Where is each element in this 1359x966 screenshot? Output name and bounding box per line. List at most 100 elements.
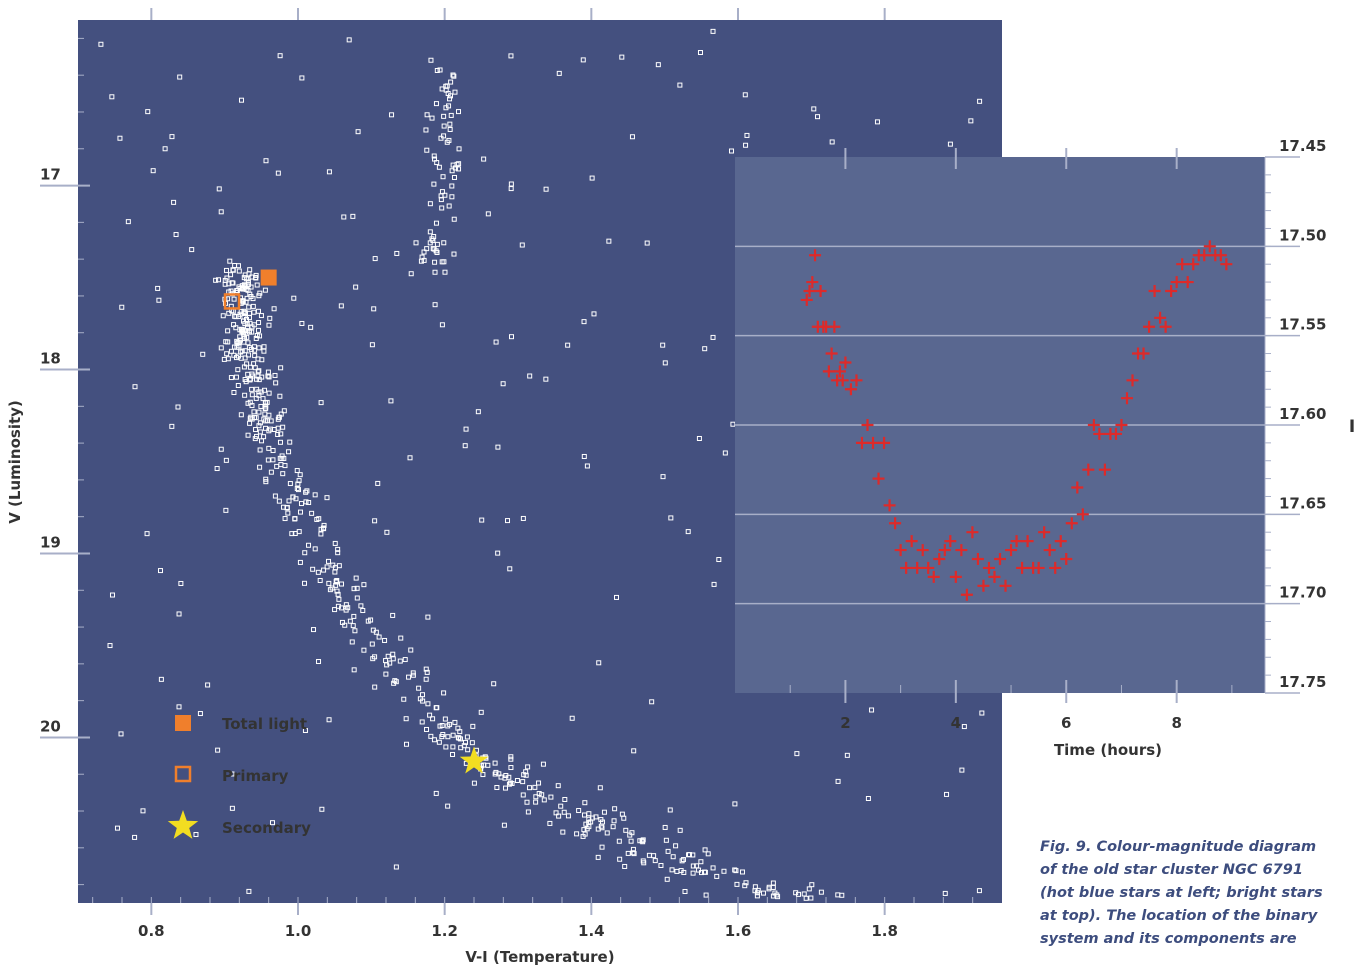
cmd-star-point — [258, 403, 264, 409]
cmd-star-point — [447, 721, 453, 727]
cmd-star-point — [660, 474, 666, 480]
cmd-star-point — [480, 772, 486, 778]
cmd-star-point — [434, 67, 440, 73]
cmd-star-point — [658, 862, 664, 868]
lightcurve-point — [971, 553, 984, 565]
cmd-star-point — [286, 498, 292, 504]
lightcurve-y-tick-label: 17.55 — [1279, 316, 1326, 334]
cmd-star-point — [398, 635, 404, 641]
cmd-star-point — [247, 329, 253, 335]
cmd-star-point — [710, 28, 716, 34]
lightcurve-point — [833, 365, 846, 378]
cmd-star-point — [119, 304, 125, 310]
cmd-star-point — [806, 886, 812, 892]
cmd-star-point — [627, 832, 633, 838]
cmd-star-point — [270, 448, 276, 454]
cmd-star-point — [754, 893, 760, 899]
cmd-star-point — [685, 529, 691, 535]
caption-line: at top). The location of the binary — [1040, 908, 1318, 924]
cmd-star-point — [384, 529, 390, 535]
cmd-star-point — [690, 852, 696, 858]
cmd-star-point — [611, 818, 617, 824]
cmd-star-point — [441, 690, 447, 696]
cmd-star-point — [631, 851, 637, 857]
lightcurve-point — [1065, 517, 1078, 530]
cmd-star-point — [289, 531, 295, 537]
cmd-star-point — [275, 170, 281, 176]
cmd-star-point — [493, 339, 499, 345]
cmd-star-point — [272, 493, 278, 499]
cmd-star-point — [228, 288, 234, 294]
cmd-star-point — [242, 321, 248, 327]
cmd-star-point — [314, 516, 320, 522]
lightcurve-point — [839, 356, 852, 369]
cmd-star-point — [441, 259, 447, 265]
cmd-star-point — [350, 213, 356, 219]
cmd-star-point — [334, 588, 340, 594]
cmd-star-point — [371, 306, 377, 312]
cmd-star-point — [793, 890, 799, 896]
cmd-star-point — [132, 384, 138, 390]
lightcurve-point — [1143, 320, 1156, 333]
cmd-star-point — [507, 780, 513, 786]
cmd-star-point — [541, 797, 547, 803]
cmd-star-point — [346, 37, 352, 43]
cmd-star-point — [673, 843, 679, 849]
cmd-star-point — [263, 400, 269, 406]
cmd-star-point — [508, 765, 514, 771]
cmd-star-point — [266, 412, 272, 418]
cmd-star-point — [132, 834, 138, 840]
cmd-star-point — [242, 392, 248, 398]
cmd-star-point — [432, 302, 438, 308]
cmd-star-point — [258, 313, 264, 319]
cmd-star-point — [263, 405, 269, 411]
total-light-marker — [260, 269, 277, 286]
cmd-star-point — [291, 295, 297, 301]
lightcurve-point — [911, 561, 924, 574]
cmd-star-point — [351, 667, 357, 673]
cmd-star-point — [176, 704, 182, 710]
cmd-star-point — [494, 785, 500, 791]
cmd-star-point — [599, 844, 605, 850]
cmd-star-point — [424, 147, 430, 153]
legend-primary-label: Primary — [222, 767, 289, 785]
cmd-star-point — [682, 889, 688, 895]
cmd-star-point — [623, 827, 629, 833]
lightcurve-point — [1005, 544, 1018, 557]
cmd-star-point — [670, 854, 676, 860]
cmd-star-point — [114, 825, 120, 831]
cmd-star-point — [601, 809, 607, 815]
cmd-star-point — [595, 854, 601, 860]
cmd-star-point — [696, 867, 702, 873]
cmd-star-point — [442, 269, 448, 275]
cmd-star-point — [302, 728, 308, 734]
cmd-star-point — [370, 627, 376, 633]
cmd-star-point — [155, 285, 161, 291]
lightcurve-point — [1098, 463, 1111, 476]
cmd-star-point — [231, 296, 237, 302]
lightcurve-point — [960, 588, 973, 601]
cmd-star-point — [303, 489, 309, 495]
lightcurve-y-tick-label: 17.75 — [1279, 673, 1326, 691]
cmd-star-point — [442, 716, 448, 722]
cmd-star-point — [410, 672, 416, 678]
cmd-star-point — [428, 733, 434, 739]
cmd-star-point — [244, 361, 250, 367]
cmd-star-point — [553, 810, 559, 816]
cmd-star-point — [705, 851, 711, 857]
cmd-star-point — [431, 737, 437, 743]
cmd-star-point — [302, 550, 308, 556]
cmd-star-point — [383, 658, 389, 664]
cmd-star-point — [722, 450, 728, 456]
cmd-star-point — [589, 175, 595, 181]
cmd-star-point — [382, 637, 388, 643]
cmd-star-point — [690, 870, 696, 876]
cmd-y-tick-label: 18 — [40, 350, 61, 368]
cmd-star-point — [469, 740, 475, 746]
cmd-star-point — [427, 240, 433, 246]
lightcurve-points — [800, 240, 1233, 601]
lightcurve-point — [1010, 535, 1023, 548]
cmd-star-point — [318, 531, 324, 537]
cmd-star-point — [335, 603, 341, 609]
cmd-star-point — [341, 214, 347, 220]
